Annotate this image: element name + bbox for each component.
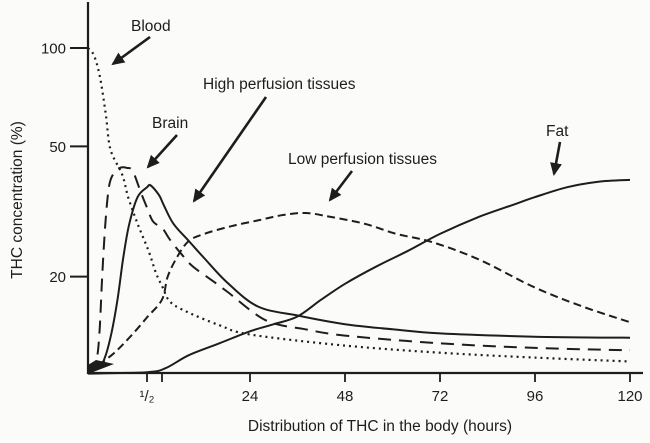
annotation-arrow-brain (146, 134, 178, 169)
x-tick-label: 48 (337, 388, 354, 405)
x-tick-label: 96 (527, 388, 544, 405)
annotation-arrow-fat (550, 141, 562, 176)
y-tick-label: 100 (41, 41, 66, 58)
curve-fat (87, 178, 631, 375)
x-tick-label: ¹/₂ (140, 388, 155, 405)
x-tick-label: 120 (617, 388, 642, 405)
curves (87, 47, 631, 375)
curve-label-high-perfusion-tissues: High perfusion tissues (203, 76, 356, 93)
curve-blood (87, 47, 631, 363)
y-axis-title: THC concentration (%) (9, 121, 26, 279)
annotation-arrow-high-perfusion-tissues (192, 96, 268, 203)
curve-low-perfusion-tissues (87, 211, 631, 374)
origin-ink-blob (88, 360, 114, 374)
axes: 100 50 20 ¹/₂ 24 48 72 96 120 (41, 2, 643, 405)
curve-annotations: Blood Brain High perfusion tissues Low perf… (111, 18, 569, 203)
annotation-arrow-blood (111, 35, 151, 66)
curve-label-fat: Fat (546, 123, 569, 140)
annotation-arrow-low-perfusion-tissues (328, 170, 354, 202)
curve-label-blood: Blood (131, 18, 171, 35)
curve-label-low-perfusion-tissues: Low perfusion tissues (288, 151, 437, 168)
y-tick-label: 50 (49, 139, 66, 156)
x-tick-label: 24 (242, 388, 259, 405)
x-axis-title: Distribution of THC in the body (hours) (248, 418, 512, 435)
curve-brain (87, 166, 631, 373)
x-tick-label: 72 (432, 388, 449, 405)
y-tick-label: 20 (49, 269, 66, 286)
curve-high-perfusion-tissues (87, 183, 631, 374)
curve-label-brain: Brain (152, 115, 188, 132)
